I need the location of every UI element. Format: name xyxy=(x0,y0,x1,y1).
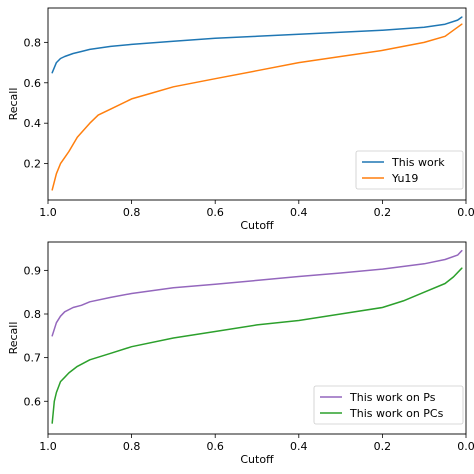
legend-box xyxy=(355,150,464,190)
x-axis-label: Cutoff xyxy=(240,453,274,466)
x-tick-label: 0.4 xyxy=(290,440,308,453)
x-tick-label: 0.6 xyxy=(206,206,224,219)
y-tick-label: 0.7 xyxy=(24,352,42,365)
y-tick-label: 0.2 xyxy=(24,158,42,171)
y-tick-label: 0.8 xyxy=(24,36,42,49)
y-tick-label: 0.6 xyxy=(24,395,42,408)
x-tick-label: 0.6 xyxy=(206,440,224,453)
x-tick-label: 0.2 xyxy=(374,206,392,219)
axes-frame xyxy=(47,241,467,435)
legend-label-2: Yu19 xyxy=(391,172,418,185)
series-line-1 xyxy=(51,249,463,337)
bottom-chart: 1.0 0.8 0.6 0.4 0.2 0.0 0.6 0.7 0.8 0.9 Cutoff Reca… xyxy=(7,241,474,466)
y-axis-label: Recall xyxy=(7,322,20,355)
x-tick-label: 0.0 xyxy=(457,206,474,219)
x-tick-label: 0.2 xyxy=(374,440,392,453)
x-tick-label: 1.0 xyxy=(39,440,57,453)
legend-box xyxy=(313,385,464,425)
y-tick-label: 0.6 xyxy=(24,77,42,90)
x-tick-label: 0.4 xyxy=(290,206,308,219)
x-axis-label: Cutoff xyxy=(240,219,274,232)
top-chart: 1.0 0.8 0.6 0.4 0.2 0.0 0.2 0.4 0.6 0.8 Cutoff Reca… xyxy=(7,7,474,232)
y-tick-label: 0.9 xyxy=(24,264,42,277)
y-tick-label: 0.8 xyxy=(24,308,42,321)
x-tick-label: 1.0 xyxy=(39,206,57,219)
legend-label-1: This work xyxy=(391,156,445,169)
series-line-2 xyxy=(51,267,463,424)
legend-label-2: This work on PCs xyxy=(349,407,444,420)
legend-label-1: This work on Ps xyxy=(349,391,436,404)
x-tick-label: 0.8 xyxy=(123,440,141,453)
x-tick-label: 0.0 xyxy=(457,440,474,453)
series-line-2 xyxy=(51,23,463,191)
x-tick-label: 0.8 xyxy=(123,206,141,219)
series-line-1 xyxy=(51,16,463,74)
axes-frame xyxy=(47,7,467,201)
y-axis-label: Recall xyxy=(7,88,20,121)
y-tick-label: 0.4 xyxy=(24,117,42,130)
